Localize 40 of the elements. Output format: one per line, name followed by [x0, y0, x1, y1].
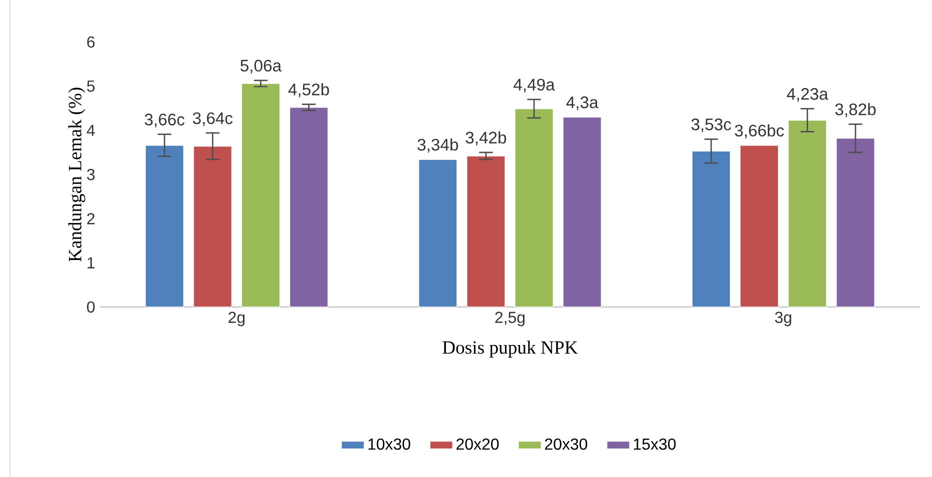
- data-label: 3,34b: [418, 138, 458, 153]
- bar: [289, 106, 328, 308]
- bar: [740, 144, 779, 308]
- bar: [692, 150, 731, 308]
- y-tick-label: 2: [87, 213, 94, 224]
- legend-label: 15x30: [634, 438, 676, 450]
- x-tick-label: 2,5g: [495, 312, 525, 326]
- x-axis-title: Dosis pupuk NPK: [442, 340, 578, 358]
- legend-label: 20x30: [545, 438, 588, 450]
- y-tick-label: 3: [87, 168, 95, 180]
- data-label: 5,06a: [240, 60, 282, 74]
- y-tick-label: 4: [86, 124, 95, 136]
- bar: [836, 138, 876, 308]
- y-tick-label: 0: [87, 301, 95, 313]
- bar: [193, 146, 232, 308]
- x-tick-label: 3g: [775, 312, 792, 326]
- bar: [418, 159, 458, 308]
- data-label: 3,42b: [466, 131, 506, 146]
- y-tick-label: 1: [88, 257, 95, 268]
- bar: [466, 156, 506, 308]
- y-tick-label: 6: [87, 36, 95, 48]
- data-label: 4,23a: [786, 88, 828, 102]
- data-label: 4,49a: [514, 78, 555, 93]
- data-label: 3,66bc: [734, 124, 784, 138]
- y-tick-label: 5: [87, 80, 95, 92]
- data-label: 3,53c: [691, 118, 732, 132]
- data-label: 3,66c: [144, 114, 184, 128]
- bar: [562, 116, 602, 308]
- bar: [514, 108, 554, 308]
- data-label: 4,52b: [288, 83, 329, 98]
- data-label: 3,64c: [192, 112, 233, 126]
- legend-label: 20x20: [456, 438, 499, 450]
- bar: [144, 144, 184, 308]
- data-label: 4,3a: [566, 96, 598, 110]
- bar: [788, 120, 827, 308]
- x-tick-label: 2g: [228, 312, 245, 326]
- bar: [241, 83, 280, 308]
- legend-label: 10x30: [368, 438, 410, 450]
- y-axis-title: Kandungan Lemak (%): [68, 88, 86, 262]
- data-label: 3,82b: [835, 103, 876, 118]
